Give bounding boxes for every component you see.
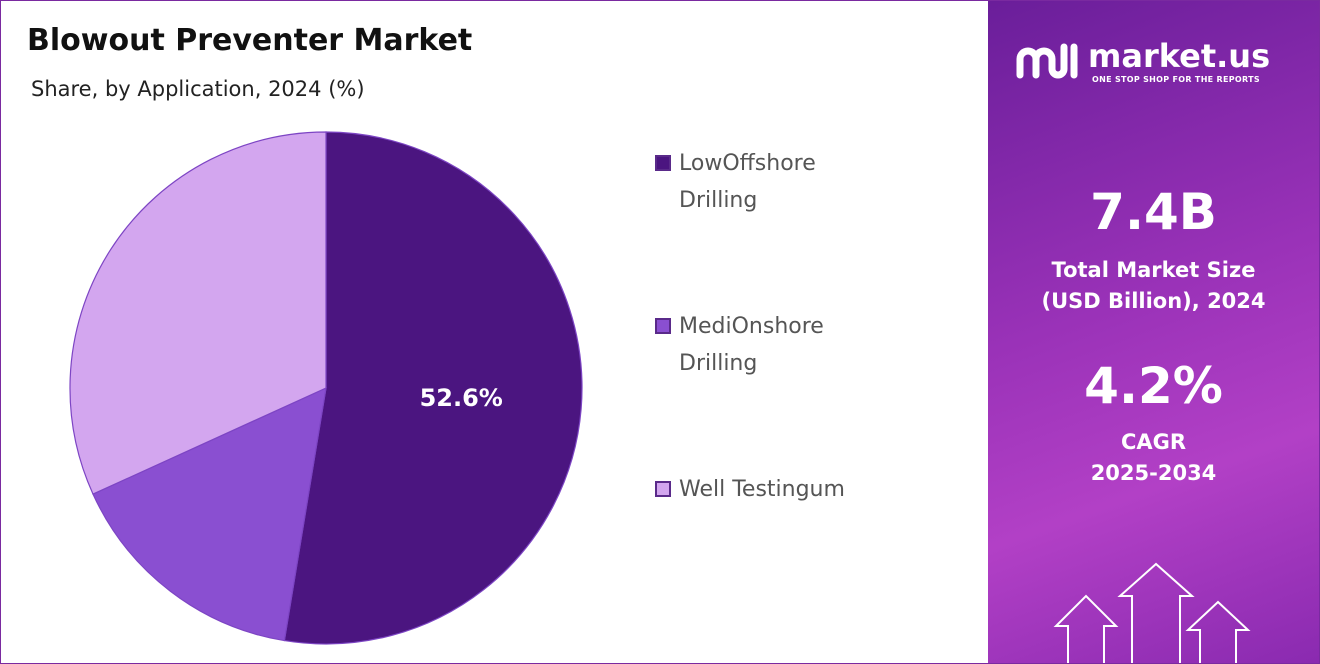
stat-label-line: CAGR xyxy=(1120,430,1187,454)
legend-swatch xyxy=(655,481,671,497)
side-panel: market.us ONE STOP SHOP FOR THE REPORTS … xyxy=(988,1,1319,663)
stat-label: CAGR 2025-2034 xyxy=(988,427,1319,489)
stat-label-line: Total Market Size xyxy=(1051,258,1256,282)
chart-title: Blowout Preventer Market xyxy=(27,23,473,58)
stat-value: 7.4B xyxy=(1090,183,1217,241)
pie-slice xyxy=(69,131,327,495)
legend-label: LowOffshore Drilling xyxy=(679,151,816,213)
legend-item: Well Testingum xyxy=(655,475,855,508)
chart-subtitle: Share, by Application, 2024 (%) xyxy=(31,77,365,101)
legend-item: MediOnshore Drilling xyxy=(655,312,855,382)
stat-label-line: (USD Billion), 2024 xyxy=(1041,289,1266,313)
legend-label: MediOnshore Drilling xyxy=(679,314,824,376)
pie-slice xyxy=(92,386,327,642)
stat-value: 4.2% xyxy=(1084,357,1223,415)
legend-label: Well Testingum xyxy=(679,477,845,502)
pie-chart: 52.6% xyxy=(69,131,583,645)
stat-label: Total Market Size (USD Billion), 2024 xyxy=(988,255,1319,317)
brand-tagline: ONE STOP SHOP FOR THE REPORTS xyxy=(1092,75,1260,84)
stat-label-line: 2025-2034 xyxy=(1090,461,1217,485)
pie-slice xyxy=(283,131,583,645)
growth-arrows xyxy=(1053,562,1251,663)
brand-name: market.us xyxy=(1088,37,1271,75)
brand-logo xyxy=(1016,43,1078,79)
legend-item: LowOffshore Drilling xyxy=(655,149,855,219)
data-label: 52.6% xyxy=(420,384,503,412)
legend-swatch xyxy=(655,318,671,334)
legend-swatch xyxy=(655,155,671,171)
